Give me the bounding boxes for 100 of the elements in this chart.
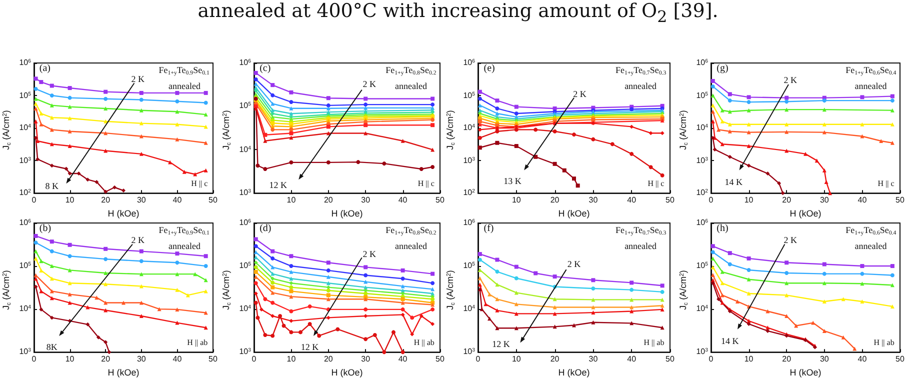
x-axis-title: H (kOe) (108, 368, 140, 378)
x-tick-label: 30 (361, 354, 371, 364)
annotation: Fe$_{1+y}$Te$_{0.6}$Se$_{0.4}$ (846, 224, 896, 236)
x-axis-title: H (kOe) (108, 208, 140, 218)
annotation: 2 K (784, 75, 797, 86)
x-tick-label: 40 (627, 196, 637, 205)
x-tick-label: 50 (896, 354, 905, 364)
y-tick-label: 10$^{5}$ (19, 261, 31, 270)
x-tick-label: 40 (172, 354, 182, 364)
x-tick-label: 50 (666, 196, 675, 205)
annotation: 12 K (300, 342, 319, 352)
x-tick-label: 10 (286, 354, 296, 364)
annotation: Fe$_{1+y}$Te$_{0.8}$Se$_{0.2}$ (386, 64, 436, 76)
y-tick-label: 10$^{3}$ (19, 156, 31, 165)
annotation: H || c (648, 178, 664, 188)
annotation: 2 K (131, 74, 144, 84)
annotation: 2 K (573, 88, 586, 99)
x-tick-label: 50 (208, 196, 218, 205)
y-tick-label: 10$^{4}$ (696, 123, 708, 132)
y-tick-label: 10$^{3}$ (239, 347, 251, 356)
x-tick-label: 50 (666, 354, 675, 364)
x-tick-label: 10 (65, 196, 75, 205)
x-axis-title: H (kOe) (790, 208, 822, 218)
annotation: (c) (260, 62, 271, 74)
y-tick-label: 10$^{5}$ (239, 101, 251, 110)
x-tick-label: 20 (101, 354, 111, 364)
annotation: H || ab (874, 338, 894, 347)
annotation: (e) (484, 62, 495, 74)
y-tick-label: 10$^{5}$ (463, 90, 475, 100)
x-axis-title: H (kOe) (790, 368, 822, 378)
annotation: Fe$_{1+y}$Te$_{0.7}$Se$_{0.3}$ (616, 64, 666, 76)
y-tick-label: 10$^{5}$ (696, 261, 708, 270)
x-tick-label: 0 (708, 196, 714, 205)
y-tick-label: 10$^{3}$ (696, 347, 708, 356)
annotation: annealed (394, 240, 427, 251)
annotation: annealed (854, 240, 887, 251)
x-tick-label: 0 (32, 354, 37, 364)
annotation: 14 K (721, 336, 739, 346)
annotation: 13 K (504, 176, 522, 186)
annotation: H || ab (644, 338, 664, 347)
annotation: Fe$_{1+y}$Te$_{0.7}$Se$_{0.3}$ (616, 224, 666, 236)
y-tick-label: 10$^{5}$ (239, 261, 251, 270)
x-tick-label: 30 (136, 354, 146, 364)
x-tick-label: 30 (820, 196, 830, 205)
text: annealed at 400°C with increasing amount of O$_{2}$ [39]. (196, 0, 720, 26)
annotation: H || ab (414, 338, 434, 347)
annotation: 2 K (784, 235, 797, 246)
annotation: 12 K (269, 180, 288, 190)
annotation: (g) (716, 62, 728, 74)
x-tick-label: 20 (324, 354, 334, 364)
x-tick-label: 10 (512, 354, 522, 364)
x-tick-label: 10 (744, 196, 754, 205)
x-tick-label: 0 (476, 354, 481, 364)
annotation: (b) (39, 222, 52, 234)
y-tick-label: 10$^{6}$ (696, 218, 708, 227)
y-tick-label: 10$^{5}$ (463, 261, 475, 270)
y-tick-label: 10$^{3}$ (463, 156, 475, 165)
y-tick-label: 10$^{6}$ (696, 58, 708, 67)
x-tick-label: 30 (820, 354, 830, 364)
annotation: Fe$_{1+y}$Te$_{0.9}$Se$_{0.1}$ (158, 64, 210, 76)
y-tick-label: 10$^{4}$ (19, 123, 31, 132)
annotation: Fe$_{1+y}$Te$_{0.8}$Se$_{0.2}$ (386, 224, 436, 236)
y-tick-label: 10$^{2}$ (463, 188, 475, 198)
y-tick-label: 10$^{4}$ (239, 144, 251, 154)
annotation: 2 K (567, 259, 581, 270)
x-tick-label: 50 (436, 354, 445, 364)
annotation: annealed (168, 80, 200, 91)
x-tick-label: 10 (65, 354, 75, 364)
y-tick-label: 10$^{2}$ (696, 188, 708, 198)
y-tick-label: 10$^{5}$ (19, 90, 31, 100)
annotation: Fe$_{1+y}$Te$_{0.9}$Se$_{0.1}$ (158, 224, 210, 236)
y-tick-label: 10$^{3}$ (696, 156, 708, 165)
x-tick-label: 40 (627, 354, 637, 364)
y-tick-label: 10$^{4}$ (696, 304, 708, 314)
y-tick-label: 10$^{3}$ (463, 347, 475, 356)
y-tick-label: 10$^{6}$ (463, 218, 475, 227)
x-tick-label: 20 (550, 196, 560, 205)
x-tick-label: 20 (782, 354, 792, 364)
y-tick-label: 10$^{6}$ (239, 218, 251, 227)
annotation: (f) (484, 222, 494, 234)
x-tick-label: 40 (858, 354, 868, 364)
x-tick-label: 10 (744, 354, 754, 364)
x-tick-label: 40 (172, 196, 182, 205)
x-tick-label: 0 (32, 196, 37, 205)
y-tick-label: 10$^{6}$ (19, 58, 31, 67)
x-tick-label: 30 (136, 196, 146, 205)
annotation: annealed (624, 80, 657, 91)
y-tick-label: 10$^{3}$ (239, 188, 251, 198)
y-tick-label: 10$^{6}$ (463, 58, 475, 67)
x-tick-label: 20 (324, 196, 334, 205)
x-axis-title: H (kOe) (558, 368, 590, 378)
x-tick-label: 40 (398, 354, 408, 364)
y-tick-label: 10$^{4}$ (463, 304, 475, 314)
x-axis-title: H (kOe) (331, 368, 363, 378)
y-tick-label: 10$^{3}$ (19, 347, 31, 356)
x-tick-label: 0 (252, 354, 257, 364)
x-tick-label: 30 (588, 196, 598, 205)
annotation: 8K (46, 342, 58, 352)
x-tick-label: 10 (286, 196, 296, 205)
annotation: 2 K (131, 235, 144, 246)
